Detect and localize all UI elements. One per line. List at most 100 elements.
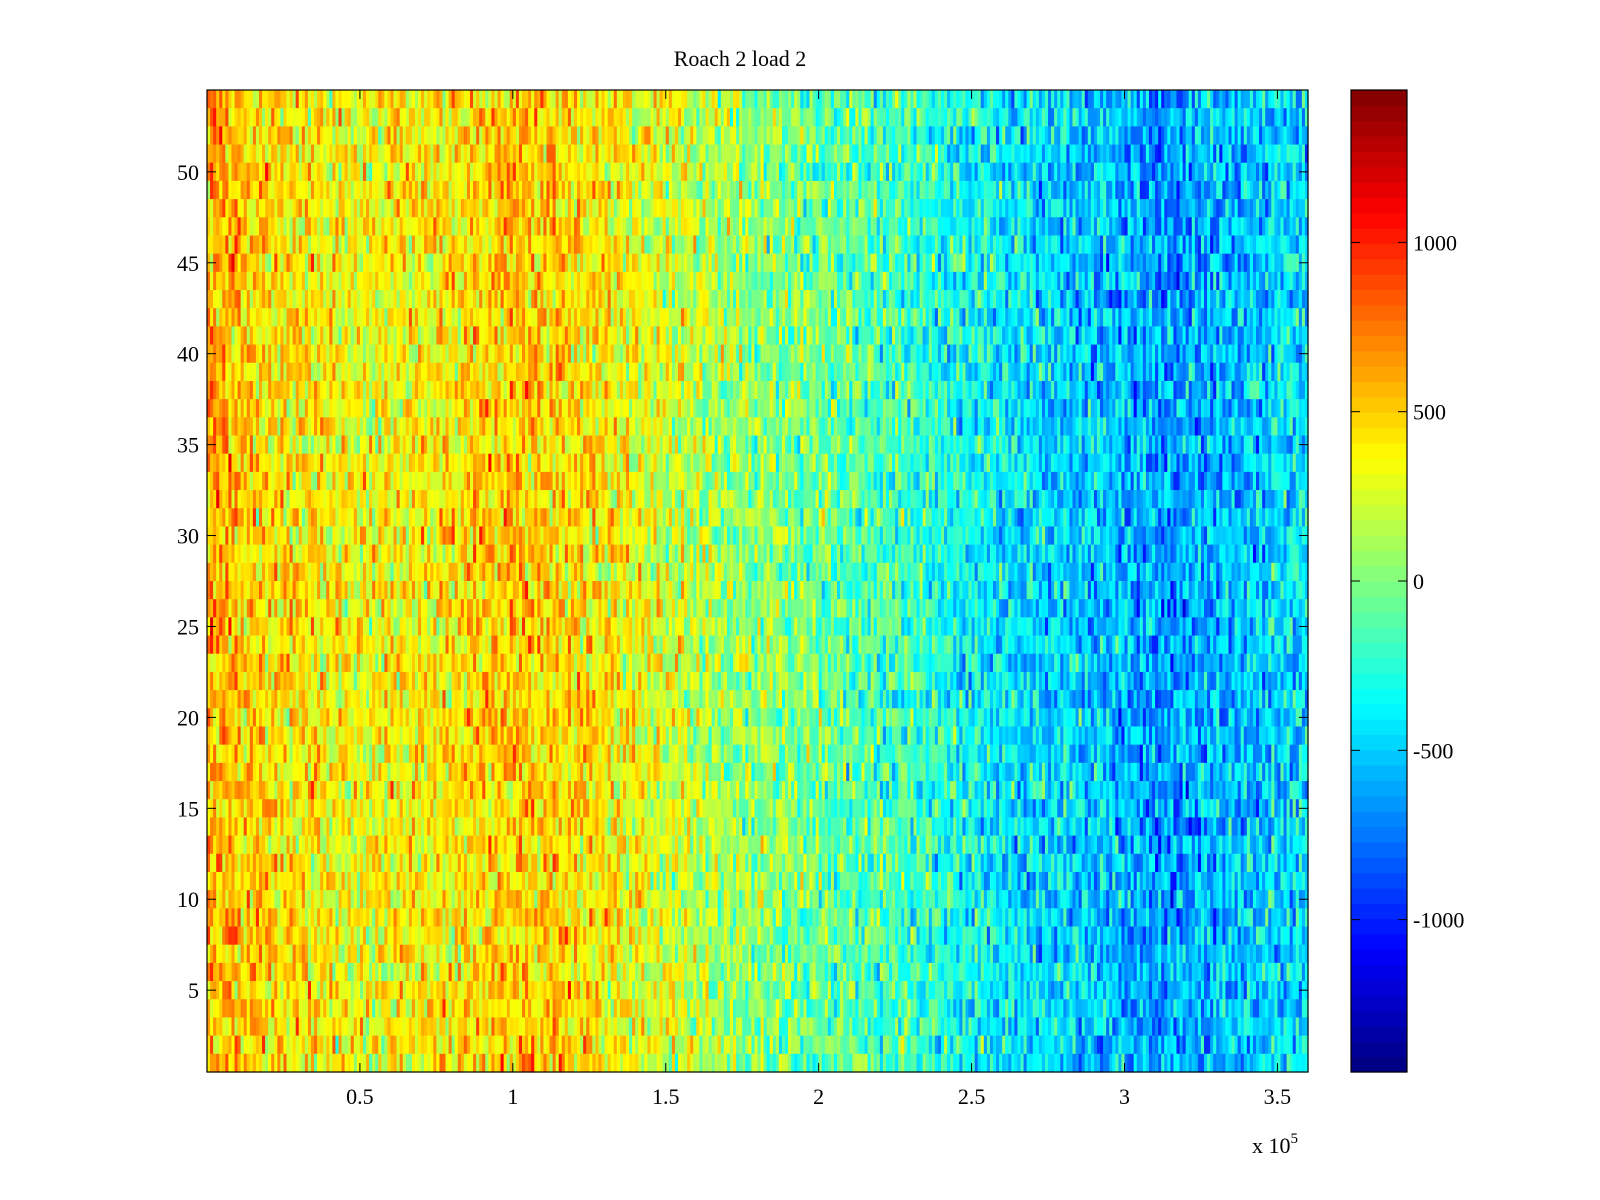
heatmap-cell <box>950 326 954 346</box>
heatmap-cell <box>861 235 866 255</box>
heatmap-cell <box>228 308 233 328</box>
heatmap-cell <box>359 108 364 127</box>
heatmap-cell <box>625 162 630 182</box>
heatmap-cell <box>742 90 746 109</box>
heatmap-cell <box>1124 199 1129 218</box>
heatmap-cell <box>1142 162 1147 182</box>
heatmap-cell <box>632 162 636 182</box>
heatmap-cell <box>720 180 725 200</box>
heatmap-cell <box>427 326 431 346</box>
heatmap-cell <box>858 144 863 164</box>
heatmap-cell <box>1207 180 1211 200</box>
heatmap-cell <box>705 199 710 218</box>
heatmap-cell <box>317 253 321 273</box>
heatmap-cell <box>1197 162 1202 182</box>
heatmap-cell <box>1124 126 1129 146</box>
heatmap-cell <box>1008 308 1012 328</box>
heatmap-cell <box>546 126 551 146</box>
heatmap-cell <box>445 108 450 127</box>
heatmap-cell <box>1148 126 1153 146</box>
heatmap-cell <box>1161 217 1165 237</box>
heatmap-cell <box>402 162 407 182</box>
heatmap-cell <box>317 144 321 164</box>
heatmap-cell <box>1176 271 1181 291</box>
heatmap-cell <box>387 290 392 309</box>
heatmap-cell <box>589 235 593 255</box>
heatmap-cell <box>748 126 752 146</box>
heatmap-cell <box>249 126 254 146</box>
heatmap-cell <box>1100 326 1104 346</box>
heatmap-cell <box>1167 308 1171 328</box>
heatmap-cell <box>791 162 795 182</box>
heatmap-cell <box>907 271 912 291</box>
heatmap-cell <box>246 253 251 273</box>
heatmap-cell <box>944 199 948 218</box>
heatmap-cell <box>1197 217 1202 237</box>
heatmap-cell <box>693 217 697 237</box>
heatmap-cell <box>757 144 762 164</box>
heatmap-cell <box>662 199 667 218</box>
heatmap-cell <box>1048 217 1052 237</box>
heatmap-cell <box>314 271 318 291</box>
heatmap-cell <box>1139 199 1144 218</box>
heatmap-cell <box>656 271 661 291</box>
heatmap-cell <box>427 217 431 237</box>
heatmap-cell <box>258 217 263 237</box>
heatmap-cell <box>540 144 545 164</box>
heatmap-cell <box>570 126 575 146</box>
heatmap-cell <box>558 162 563 182</box>
heatmap-cell <box>1145 217 1150 237</box>
heatmap-cell <box>922 126 927 146</box>
heatmap-cell <box>463 217 468 237</box>
heatmap-cell <box>693 90 697 109</box>
heatmap-cell <box>320 253 324 273</box>
heatmap-cell <box>378 90 382 109</box>
heatmap-cell <box>1011 308 1015 328</box>
heatmap-cell <box>436 290 441 309</box>
heatmap-cell <box>794 199 798 218</box>
heatmap-cell <box>1271 253 1275 273</box>
heatmap-cell <box>595 308 600 328</box>
heatmap-cell <box>702 144 707 164</box>
heatmap-cell <box>1035 326 1040 346</box>
heatmap-cell <box>451 326 456 346</box>
heatmap-cell <box>644 90 648 109</box>
heatmap-cell <box>959 126 964 146</box>
heatmap-cell <box>944 162 948 182</box>
heatmap-cell <box>641 253 645 273</box>
heatmap-cell <box>974 235 979 255</box>
heatmap-cell <box>879 271 884 291</box>
heatmap-cell <box>1069 126 1074 146</box>
heatmap-cell <box>399 326 404 346</box>
heatmap-cell <box>809 90 814 109</box>
heatmap-cell <box>898 90 902 109</box>
heatmap-cell <box>509 290 514 309</box>
heatmap-cell <box>418 162 422 182</box>
heatmap-cell <box>555 326 560 346</box>
heatmap-cell <box>1161 235 1165 255</box>
heatmap-cell <box>255 126 260 146</box>
heatmap-cell <box>922 90 927 109</box>
heatmap-cell <box>1188 253 1193 273</box>
heatmap-cell <box>219 326 223 346</box>
heatmap-cell <box>1249 90 1254 109</box>
heatmap-cell <box>772 126 777 146</box>
heatmap-cell <box>549 235 554 255</box>
heatmap-cell <box>491 144 496 164</box>
heatmap-cell <box>1274 180 1279 200</box>
heatmap-cell <box>518 90 523 109</box>
heatmap-cell <box>1283 290 1288 309</box>
heatmap-cell <box>690 217 694 237</box>
heatmap-cell <box>390 126 395 146</box>
heatmap-cell <box>821 108 826 127</box>
heatmap-cell <box>852 308 856 328</box>
heatmap-cell <box>463 162 468 182</box>
heatmap-cell <box>742 108 746 127</box>
heatmap-cell <box>705 217 710 237</box>
heatmap-cell <box>1029 144 1034 164</box>
heatmap-cell <box>1298 271 1303 291</box>
heatmap-cell <box>717 199 722 218</box>
heatmap-cell <box>314 199 318 218</box>
heatmap-cell <box>436 217 441 237</box>
heatmap-cell <box>1072 217 1077 237</box>
